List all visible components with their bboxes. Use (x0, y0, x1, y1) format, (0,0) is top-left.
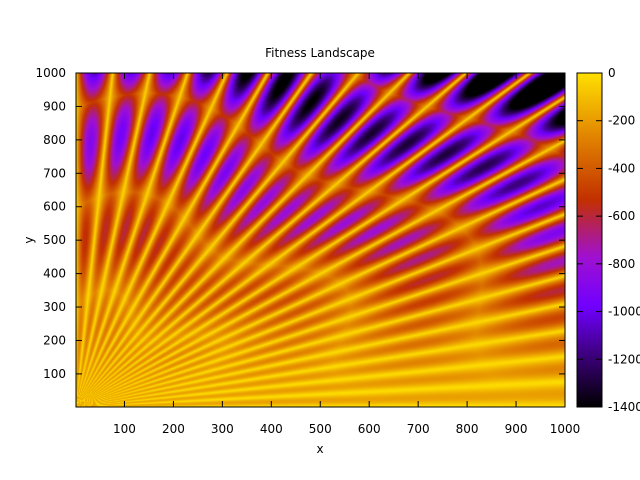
colorbar-tick-label: -200 (608, 114, 635, 128)
colorbar-tick-label: -800 (608, 257, 635, 271)
colorbar-tick-label: -600 (608, 209, 635, 223)
y-axis: 100 200 300 400 500 600 700 800 900 1000 (35, 66, 565, 381)
x-axis: 100 200 300 400 500 600 700 800 900 1000 (113, 73, 580, 436)
y-axis-label: y (22, 236, 36, 243)
x-tick-label: 200 (162, 422, 185, 436)
x-axis-label: x (316, 442, 323, 456)
y-tick-label: 100 (43, 367, 66, 381)
colorbar-tick-label: 0 (608, 66, 616, 80)
x-tick-label: 1000 (550, 422, 581, 436)
x-tick-label: 100 (113, 422, 136, 436)
y-tick-label: 600 (43, 200, 66, 214)
x-tick-label: 800 (456, 422, 479, 436)
y-tick-label: 200 (43, 333, 66, 347)
x-tick-label: 900 (505, 422, 528, 436)
colorbar-tick-label: -1400 (608, 400, 640, 414)
y-tick-label: 800 (43, 133, 66, 147)
x-tick-label: 400 (260, 422, 283, 436)
x-tick-label: 300 (211, 422, 234, 436)
colorbar-tick-label: -1000 (608, 305, 640, 319)
colorbar-tick-label: -400 (608, 161, 635, 175)
heatmap-area (76, 73, 565, 407)
y-tick-label: 400 (43, 267, 66, 281)
y-tick-label: 500 (43, 233, 66, 247)
colorbar (576, 72, 603, 408)
colorbar-axis: 0 -200 -400 -600 -800 -1000 -1200 -1400 (577, 66, 640, 414)
colorbar-tick-label: -1200 (608, 352, 640, 366)
chart-title: Fitness Landscape (265, 46, 375, 60)
y-tick-label: 300 (43, 300, 66, 314)
y-tick-label: 1000 (35, 66, 66, 80)
y-tick-label: 900 (43, 99, 66, 113)
x-tick-label: 700 (407, 422, 430, 436)
x-tick-label: 500 (309, 422, 332, 436)
y-tick-label: 700 (43, 166, 66, 180)
x-tick-label: 600 (358, 422, 381, 436)
